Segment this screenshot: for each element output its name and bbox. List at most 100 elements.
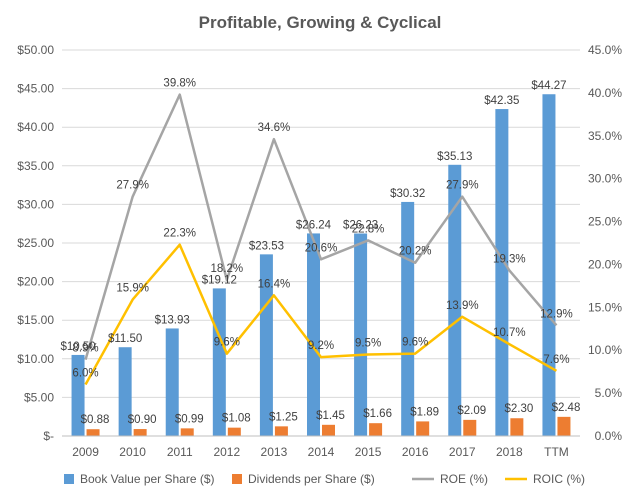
x-tick-label: 2014 bbox=[308, 445, 335, 459]
roe-label: 34.6% bbox=[258, 122, 291, 134]
x-tick-label: 2010 bbox=[119, 445, 146, 459]
x-tick-label: 2011 bbox=[167, 445, 193, 459]
left-tick-label: $10.00 bbox=[17, 352, 54, 366]
x-tick-label: 2016 bbox=[402, 445, 429, 459]
roic-label: 15.9% bbox=[116, 283, 149, 295]
gridlines bbox=[62, 49, 580, 437]
roe-label: 27.9% bbox=[446, 180, 479, 192]
right-tick-label: 35.0% bbox=[588, 129, 622, 143]
bar-book-value bbox=[118, 347, 132, 436]
roic-label: 9.6% bbox=[402, 337, 428, 349]
roic-label: 16.4% bbox=[258, 278, 291, 290]
roic-label: 7.6% bbox=[543, 354, 569, 366]
book-value-label: $23.53 bbox=[249, 240, 284, 252]
book-value-label: $11.50 bbox=[108, 333, 142, 345]
bar-book-value bbox=[354, 233, 368, 436]
roe-label: 20.6% bbox=[305, 242, 338, 254]
dividend-label: $1.89 bbox=[410, 406, 439, 418]
roic-label: 10.7% bbox=[493, 327, 526, 339]
chart-title: Profitable, Growing & Cyclical bbox=[199, 13, 442, 32]
left-tick-label: $20.00 bbox=[17, 275, 54, 289]
roe-label: 8.9% bbox=[72, 343, 98, 355]
bar-dividends bbox=[274, 426, 288, 436]
bar-dividends bbox=[227, 427, 241, 436]
right-tick-label: 15.0% bbox=[588, 300, 622, 314]
legend-label: Book Value per Share ($) bbox=[80, 472, 215, 486]
roe-label: 39.8% bbox=[163, 78, 196, 90]
left-tick-label: $40.00 bbox=[17, 120, 54, 134]
roe-label: 20.2% bbox=[399, 246, 432, 258]
roic-label: 13.9% bbox=[446, 300, 479, 312]
dividend-label: $1.45 bbox=[316, 410, 345, 422]
right-tick-label: 10.0% bbox=[588, 343, 622, 357]
dividend-label: $2.09 bbox=[457, 405, 486, 417]
x-axis: 2009 2010 2011 2012 2013 2014 2015 2016 2017 2018… bbox=[62, 435, 580, 459]
book-value-label: $35.13 bbox=[437, 151, 472, 163]
x-tick-label: 2018 bbox=[496, 445, 523, 459]
dividend-label: $1.08 bbox=[222, 413, 251, 425]
lines bbox=[84, 93, 558, 386]
left-tick-label: $30.00 bbox=[17, 197, 54, 211]
dividend-label: $0.88 bbox=[81, 414, 110, 426]
legend-label: Dividends per Share ($) bbox=[248, 472, 375, 486]
roe-label: 19.3% bbox=[493, 253, 526, 265]
right-tick-label: 45.0% bbox=[588, 43, 622, 57]
right-tick-label: 20.0% bbox=[588, 257, 622, 271]
roic-label: 22.3% bbox=[163, 228, 196, 240]
roic-label: 6.0% bbox=[72, 368, 98, 380]
left-tick-label: $50.00 bbox=[17, 43, 54, 57]
bar-book-value bbox=[542, 94, 556, 437]
legend-label: ROIC (%) bbox=[533, 472, 585, 486]
bar-book-value bbox=[495, 109, 509, 437]
roe-label: 22.8% bbox=[352, 223, 385, 235]
bars bbox=[71, 94, 571, 437]
book-value-label: $10.50 bbox=[60, 341, 95, 353]
bar-book-value bbox=[71, 354, 85, 436]
book-value-label: $13.93 bbox=[155, 314, 190, 326]
bar-dividends bbox=[416, 421, 430, 436]
left-y-axis: $- $5.00 $10.00 $15.00 $20.00 $25.00 $30.00 $35… bbox=[17, 43, 54, 443]
dividend-label: $2.48 bbox=[552, 402, 581, 414]
legend-swatch bbox=[232, 474, 242, 484]
left-tick-label: $45.00 bbox=[17, 82, 54, 96]
roe-label: 18.2% bbox=[211, 263, 244, 275]
data-labels: $10.50 $11.50 $13.93 $19.12 $23.53 $26.24 $26.… bbox=[60, 78, 580, 427]
left-tick-label: $25.00 bbox=[17, 236, 54, 250]
roe-label: 27.9% bbox=[116, 180, 149, 192]
bar-book-value bbox=[401, 201, 415, 436]
bar-dividends bbox=[322, 424, 335, 436]
x-tick-label: 2013 bbox=[261, 445, 288, 459]
book-value-label: $30.32 bbox=[390, 188, 425, 200]
book-value-label: $19.12 bbox=[202, 274, 237, 286]
left-tick-label: $35.00 bbox=[17, 159, 54, 173]
dividend-label: $1.66 bbox=[363, 408, 392, 420]
dividend-label: $0.99 bbox=[175, 413, 204, 425]
left-tick-label: $15.00 bbox=[17, 313, 54, 327]
left-tick-label: $- bbox=[43, 429, 54, 443]
left-tick-label: $5.00 bbox=[24, 390, 54, 404]
bar-dividends bbox=[369, 423, 383, 436]
x-tick-label: TTM bbox=[544, 445, 569, 459]
legend-label: ROE (%) bbox=[440, 472, 488, 486]
x-tick-label: 2009 bbox=[72, 445, 99, 459]
book-value-label: $44.27 bbox=[531, 80, 566, 92]
bar-dividends bbox=[510, 418, 524, 436]
right-tick-label: 5.0% bbox=[595, 386, 623, 400]
roic-label: 9.5% bbox=[355, 338, 381, 350]
bar-book-value bbox=[448, 164, 462, 437]
x-tick-label: 2017 bbox=[449, 445, 476, 459]
bar-dividends bbox=[557, 416, 571, 436]
bar-book-value bbox=[307, 233, 320, 436]
legend-swatch bbox=[64, 474, 74, 484]
right-tick-label: 0.0% bbox=[595, 429, 623, 443]
book-value-label: $42.35 bbox=[484, 95, 519, 107]
bar-dividends bbox=[86, 429, 100, 436]
bar-dividends bbox=[463, 419, 477, 436]
bar-book-value bbox=[165, 328, 179, 436]
roic-label: 9.2% bbox=[308, 340, 334, 352]
bar-dividends bbox=[133, 429, 147, 436]
bar-dividends bbox=[180, 428, 194, 436]
book-value-label: $26.24 bbox=[296, 219, 332, 231]
